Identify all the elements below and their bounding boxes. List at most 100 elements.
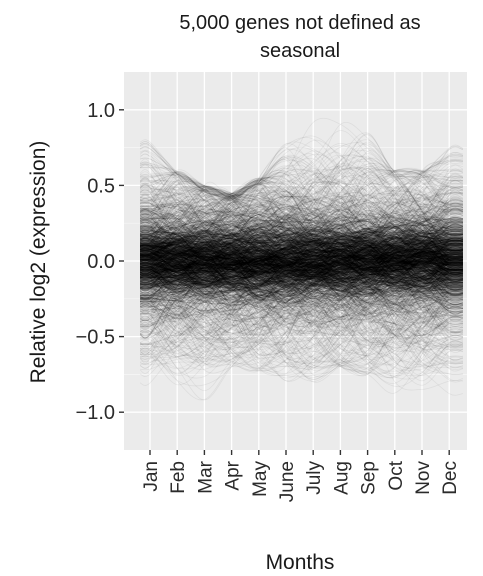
- gene-line: [139, 205, 464, 333]
- gene-line: [139, 193, 464, 313]
- gene-line: [139, 236, 464, 282]
- gene-line: [139, 214, 464, 317]
- gene-line: [139, 200, 464, 326]
- gene-line: [139, 207, 464, 305]
- gene-line: [139, 209, 464, 292]
- gene-line: [139, 251, 464, 274]
- gene-line: [139, 166, 464, 369]
- gene-line: [140, 249, 464, 285]
- gene-line: [139, 218, 464, 300]
- gene-line: [139, 192, 464, 336]
- gene-line: [140, 246, 464, 306]
- gene-line: [139, 156, 464, 371]
- gene-line: [139, 203, 464, 329]
- gene-line: [139, 172, 464, 356]
- gene-line: [139, 219, 464, 273]
- gene-line: [139, 173, 464, 379]
- gene-line: [139, 204, 464, 329]
- gene-line: [139, 243, 464, 289]
- gene-line: [139, 231, 464, 300]
- gene-line: [139, 214, 464, 279]
- gene-line: [139, 250, 464, 293]
- gene-line: [139, 270, 464, 305]
- gene-line: [139, 169, 464, 371]
- gene-line: [139, 189, 464, 288]
- gene-line: [139, 239, 464, 276]
- gene-line: [139, 193, 464, 336]
- gene-line: [139, 226, 464, 287]
- gene-line: [139, 228, 464, 285]
- gene-line: [139, 213, 464, 273]
- gene-line: [139, 240, 464, 280]
- gene-line: [139, 157, 464, 340]
- gene-line: [139, 199, 464, 341]
- gene-line: [139, 232, 464, 274]
- gene-line: [139, 254, 464, 288]
- gene-line: [139, 163, 464, 352]
- gene-line: [139, 256, 464, 295]
- gene-line: [139, 242, 464, 289]
- gene-line: [139, 202, 464, 317]
- gene-line: [139, 227, 464, 301]
- gene-line: [139, 194, 464, 377]
- gene-line: [139, 216, 464, 298]
- gene-line: [139, 241, 464, 296]
- gene-line: [139, 228, 464, 262]
- gene-line: [139, 226, 464, 287]
- gene-line: [139, 225, 464, 286]
- gene-line: [139, 256, 464, 296]
- gene-line: [139, 228, 464, 272]
- gene-line: [139, 201, 464, 314]
- gene-line: [139, 169, 464, 345]
- gene-line: [139, 224, 464, 295]
- gene-line: [139, 209, 464, 316]
- gene-line: [139, 241, 464, 276]
- gene-line: [139, 234, 464, 263]
- gene-line: [139, 233, 464, 305]
- gene-line: [139, 207, 464, 296]
- x-axis-label: Months: [266, 551, 335, 574]
- gene-line: [139, 195, 464, 290]
- gene-line: [139, 259, 464, 296]
- gene-line: [139, 261, 464, 308]
- gene-line: [139, 187, 464, 358]
- gene-line: [139, 236, 464, 332]
- gene-line: [139, 203, 464, 332]
- gene-line: [139, 193, 464, 344]
- gene-line: [139, 182, 464, 344]
- gene-line: [139, 203, 464, 316]
- y-tick-label: −1.0: [76, 402, 115, 424]
- gene-line: [139, 190, 464, 363]
- gene-line: [139, 231, 464, 286]
- gene-line: [139, 200, 464, 317]
- gene-line: [139, 204, 464, 292]
- gene-line: [139, 185, 464, 342]
- gene-line: [139, 241, 464, 286]
- gene-line: [139, 208, 464, 342]
- gene-line: [139, 233, 463, 270]
- gene-line: [139, 249, 464, 282]
- gene-line: [139, 182, 464, 296]
- gene-line: [139, 244, 464, 290]
- gene-line: [139, 250, 464, 282]
- gene-line: [139, 199, 464, 318]
- gene-line: [139, 197, 464, 334]
- gene-line: [139, 203, 464, 299]
- gene-line: [139, 157, 464, 339]
- gene-line: [139, 248, 464, 291]
- gene-line: [139, 217, 464, 282]
- gene-line: [139, 249, 464, 283]
- gene-line: [139, 188, 464, 326]
- gene-line: [139, 185, 464, 324]
- gene-line: [139, 233, 464, 296]
- gene-line: [139, 232, 464, 295]
- gene-line: [139, 254, 464, 282]
- gene-line: [139, 216, 464, 305]
- gene-line: [139, 220, 464, 287]
- gene-line: [139, 176, 464, 327]
- gene-line: [139, 247, 464, 277]
- gene-line: [139, 171, 464, 300]
- gene-line: [139, 231, 464, 302]
- gene-line: [139, 246, 464, 321]
- gene-line: [139, 199, 464, 316]
